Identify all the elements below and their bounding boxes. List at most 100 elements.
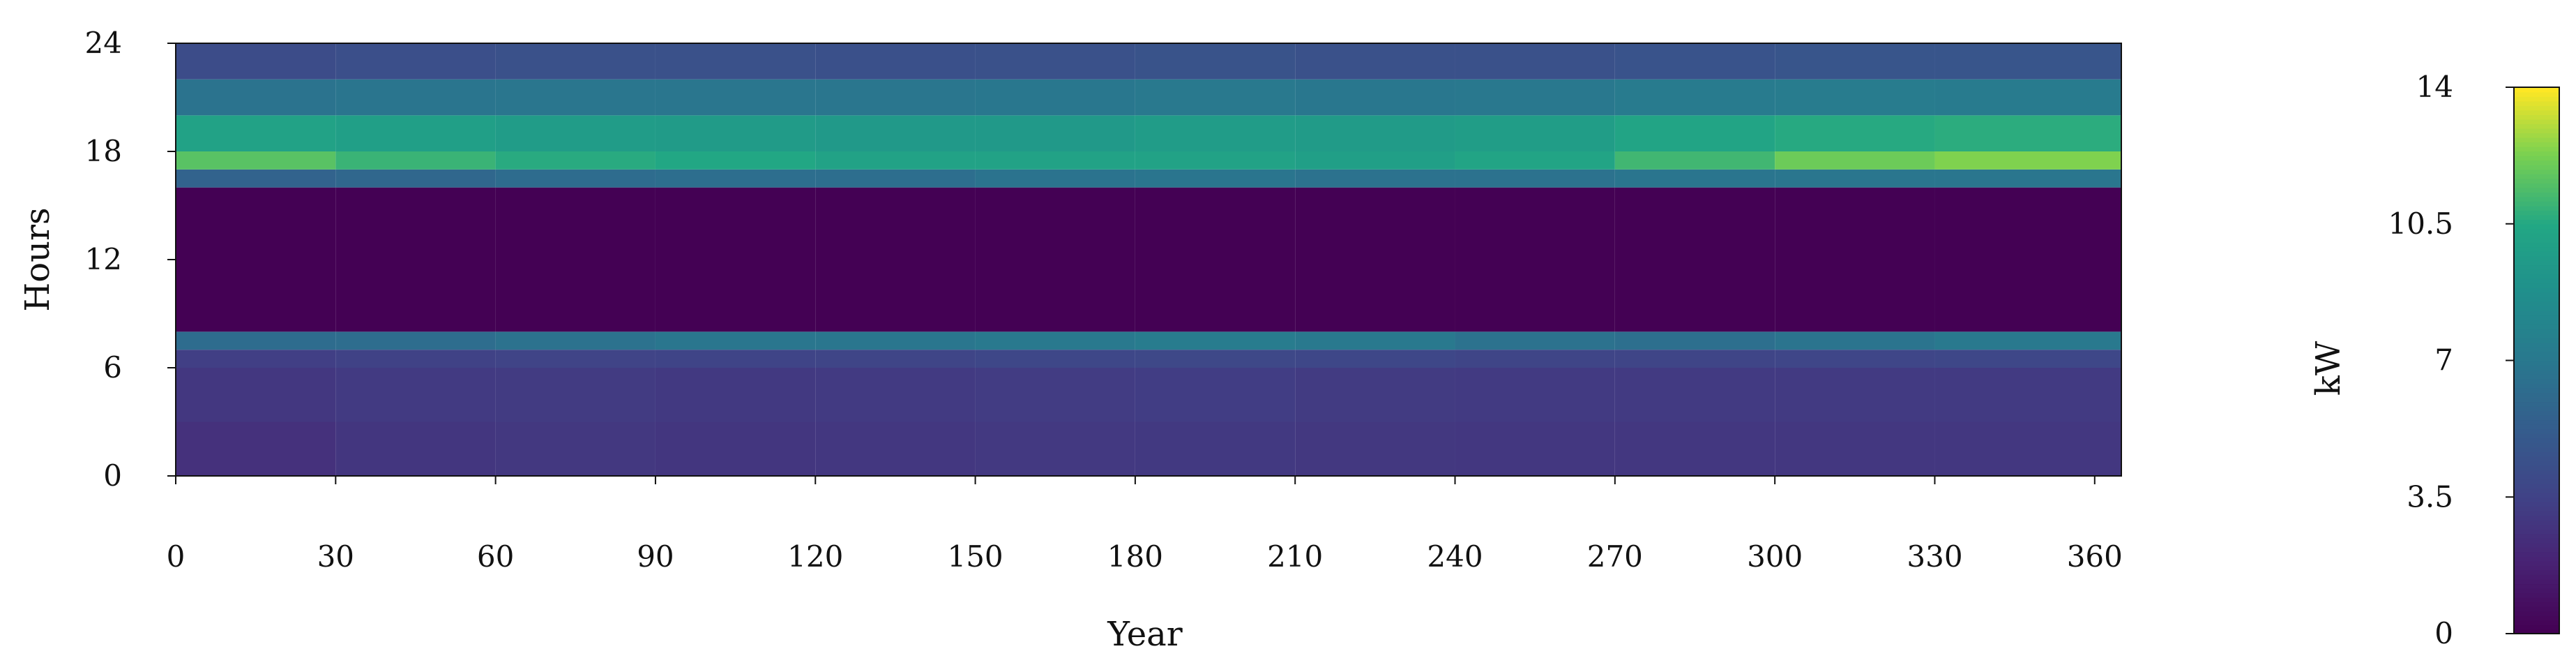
heatmap-cell-120-20 (815, 79, 976, 116)
colorbar-segment-13 (2514, 569, 2559, 575)
colorbar-segment-11 (2514, 578, 2559, 585)
colorbar-segment-29 (2514, 497, 2559, 502)
heatmap-cell-240-20 (1455, 79, 1615, 116)
heatmap-cell-120-15 (815, 187, 976, 206)
heatmap-cell-90-18 (655, 115, 816, 151)
colorbar-segment-66 (2514, 328, 2559, 334)
heatmap-cell-270-18 (1614, 115, 1775, 151)
heatmap-cell-0-16 (176, 169, 336, 188)
heatmap-cell-270-22 (1614, 43, 1775, 80)
colorbar-segment-113 (2514, 114, 2559, 120)
colorbar-segment-17 (2514, 551, 2559, 557)
heatmap-cell-150-7 (975, 331, 1135, 350)
colorbar-segment-115 (2514, 105, 2559, 111)
colorbar-segment-8 (2514, 592, 2559, 598)
colorbar-segment-111 (2514, 124, 2559, 129)
colorbar-segment-37 (2514, 461, 2559, 466)
heatmap-cell-30-17 (335, 151, 496, 170)
colorbar-segment-21 (2514, 533, 2559, 539)
colorbar-segment-32 (2514, 483, 2559, 488)
heatmap-cell-90-12 (655, 205, 816, 260)
heatmap-cell-240-0 (1455, 421, 1615, 476)
colorbar-segment-60 (2514, 355, 2559, 361)
colorbar-segment-56 (2514, 374, 2559, 380)
colorbar-segment-67 (2514, 324, 2559, 329)
heatmap-cell-30-7 (335, 331, 496, 350)
heatmap-cell-0-12 (176, 205, 336, 260)
heatmap-cell-120-7 (815, 331, 976, 350)
heatmap-cell-60-18 (495, 115, 656, 151)
x-tick-label-360: 360 (2067, 539, 2123, 574)
heatmap-cell-180-18 (1135, 115, 1296, 151)
colorbar-segment-16 (2514, 556, 2559, 562)
colorbar-segment-74 (2514, 292, 2559, 297)
colorbar-segment-72 (2514, 301, 2559, 306)
heatmap-cell-30-6 (335, 350, 496, 368)
heatmap-cell-60-15 (495, 187, 656, 206)
colorbar-segment-75 (2514, 288, 2559, 293)
heatmap-cell-240-6 (1455, 350, 1615, 368)
colorbar-segment-112 (2514, 119, 2559, 124)
colorbar-segment-62 (2514, 346, 2559, 352)
heatmap-cell-30-16 (335, 169, 496, 188)
heatmap-cell-0-17 (176, 151, 336, 170)
colorbar-tick-label-7: 7 (2434, 343, 2453, 378)
colorbar-segment-47 (2514, 415, 2559, 421)
heatmap-cell-120-22 (815, 43, 976, 80)
heatmap-cell-150-17 (975, 151, 1135, 170)
x-tick-label-90: 90 (637, 539, 674, 574)
colorbar-segment-117 (2514, 96, 2559, 102)
heatmap-cell-60-8 (495, 260, 656, 332)
heatmap-cell-150-3 (975, 368, 1135, 422)
heatmap-cell-60-6 (495, 350, 656, 368)
colorbar-segment-104 (2514, 155, 2559, 161)
colorbar-segment-101 (2514, 169, 2559, 174)
heatmap-cell-270-12 (1614, 205, 1775, 260)
colorbar-segment-40 (2514, 447, 2559, 452)
colorbar-segment-28 (2514, 501, 2559, 507)
heatmap-cell-180-22 (1135, 43, 1296, 80)
colorbar-segment-22 (2514, 528, 2559, 535)
y-axis-label: Hours (18, 207, 57, 311)
x-axis-label: Year (1107, 615, 1183, 654)
heatmap-cell-300-20 (1775, 79, 1935, 116)
heatmap-cell-270-7 (1614, 331, 1775, 350)
heatmap-cell-330-22 (1934, 43, 2121, 80)
heatmap-cell-150-16 (975, 169, 1135, 188)
heatmap-plot-area (175, 43, 2122, 477)
colorbar-segment-97 (2514, 187, 2559, 193)
heatmap-cell-270-3 (1614, 368, 1775, 422)
heatmap-cell-30-15 (335, 187, 496, 206)
heatmap-cell-60-22 (495, 43, 656, 80)
heatmap-cell-180-3 (1135, 368, 1296, 422)
colorbar-segment-10 (2514, 583, 2559, 589)
colorbar-segment-90 (2514, 219, 2559, 225)
heatmap-cell-90-16 (655, 169, 816, 188)
colorbar-segment-36 (2514, 465, 2559, 470)
heatmap-cell-240-18 (1455, 115, 1615, 151)
colorbar-segment-96 (2514, 192, 2559, 197)
heatmap-cell-240-17 (1455, 151, 1615, 170)
colorbar-segment-38 (2514, 456, 2559, 461)
heatmap-cell-210-17 (1295, 151, 1455, 170)
heatmap-cell-270-16 (1614, 169, 1775, 188)
colorbar-segment-0 (2514, 629, 2559, 634)
heatmap-cell-90-15 (655, 187, 816, 206)
heatmap-cell-210-8 (1295, 260, 1455, 332)
colorbar-segment-30 (2514, 492, 2559, 498)
heatmap-cell-30-12 (335, 205, 496, 260)
heatmap-cell-300-6 (1775, 350, 1935, 368)
colorbar-segment-98 (2514, 183, 2559, 188)
heatmap-cell-180-6 (1135, 350, 1296, 368)
heatmap-cell-210-3 (1295, 368, 1455, 422)
colorbar-segment-69 (2514, 315, 2559, 320)
heatmap-cell-300-7 (1775, 331, 1935, 350)
colorbar-segment-33 (2514, 479, 2559, 484)
colorbar-label: kW (2309, 341, 2348, 396)
heatmap-cell-0-7 (176, 331, 336, 350)
heatmap-cell-330-6 (1934, 350, 2121, 368)
colorbar-segment-5 (2514, 606, 2559, 612)
colorbar-segment-46 (2514, 419, 2559, 425)
colorbar-segment-107 (2514, 142, 2559, 147)
